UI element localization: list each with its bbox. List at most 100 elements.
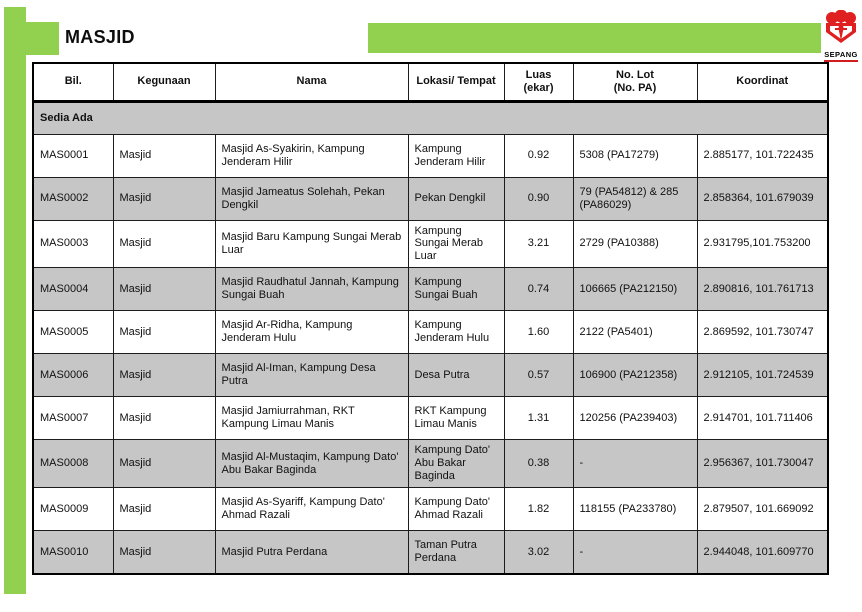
cell-luas: 0.38 — [503, 439, 574, 489]
table-row: MAS0006 Masjid Masjid Al-Iman, Kampung D… — [32, 353, 829, 398]
table-row: MAS0004 Masjid Masjid Raudhatul Jannah, … — [32, 267, 829, 312]
cell-nama: Masjid Ar-Ridha, Kampung Jenderam Hulu — [214, 310, 409, 355]
cell-kegunaan: Masjid — [112, 219, 216, 269]
cell-koordinat: 2.879507, 101.669092 — [696, 487, 829, 532]
cell-lot: 118155 (PA233780) — [572, 487, 698, 532]
cell-lot: - — [572, 530, 698, 575]
cell-kegunaan: Masjid — [112, 487, 216, 532]
cell-koordinat: 2.869592, 101.730747 — [696, 310, 829, 355]
cell-luas: 0.74 — [503, 267, 574, 312]
cell-lokasi: Taman Putra Perdana — [407, 530, 505, 575]
table-row: MAS0002 Masjid Masjid Jameatus Solehah, … — [32, 176, 829, 221]
cell-lokasi: Desa Putra — [407, 353, 505, 398]
cell-lot: 120256 (PA239403) — [572, 396, 698, 441]
left-accent-tab — [26, 22, 59, 55]
masjid-table: Bil. Kegunaan Nama Lokasi/ Tempat Luas (… — [32, 62, 829, 575]
cell-nama: Masjid Jameatus Solehah, Pekan Dengkil — [214, 176, 409, 221]
cell-nama: Masjid Putra Perdana — [214, 530, 409, 575]
cell-bil: MAS0008 — [32, 439, 114, 489]
table-row: MAS0005 Masjid Masjid Ar-Ridha, Kampung … — [32, 310, 829, 355]
table-row: MAS0009 Masjid Masjid As-Syariff, Kampun… — [32, 487, 829, 532]
cell-lot: 5308 (PA17279) — [572, 133, 698, 178]
cell-luas: 1.31 — [503, 396, 574, 441]
cell-bil: MAS0010 — [32, 530, 114, 575]
cell-luas: 0.92 — [503, 133, 574, 178]
cell-nama: Masjid As-Syariff, Kampung Dato' Ahmad R… — [214, 487, 409, 532]
table-row: MAS0003 Masjid Masjid Baru Kampung Sunga… — [32, 219, 829, 269]
cell-luas: 3.02 — [503, 530, 574, 575]
cell-bil: MAS0007 — [32, 396, 114, 441]
cell-lot: 2729 (PA10388) — [572, 219, 698, 269]
cell-koordinat: 2.912105, 101.724539 — [696, 353, 829, 398]
sepang-logo-label: SEPANG — [824, 50, 858, 59]
cell-lokasi: Kampung Sungai Merab Luar — [407, 219, 505, 269]
cell-lokasi: RKT Kampung Limau Manis — [407, 396, 505, 441]
sepang-emblem-icon — [824, 9, 858, 48]
table-row: MAS0008 Masjid Masjid Al-Mustaqim, Kampu… — [32, 439, 829, 489]
sepang-logo-subline — [824, 60, 858, 62]
page-title: MASJID — [65, 27, 135, 47]
top-accent-bar — [368, 23, 821, 53]
cell-luas: 0.57 — [503, 353, 574, 398]
cell-bil: MAS0004 — [32, 267, 114, 312]
header-row: Bil. Kegunaan Nama Lokasi/ Tempat Luas (… — [32, 62, 829, 103]
cell-koordinat: 2.858364, 101.679039 — [696, 176, 829, 221]
cell-kegunaan: Masjid — [112, 353, 216, 398]
cell-nama: Masjid Raudhatul Jannah, Kampung Sungai … — [214, 267, 409, 312]
cell-bil: MAS0001 — [32, 133, 114, 178]
cell-luas: 0.90 — [503, 176, 574, 221]
cell-bil: MAS0005 — [32, 310, 114, 355]
cell-luas: 1.82 — [503, 487, 574, 532]
cell-koordinat: 2.890816, 101.761713 — [696, 267, 829, 312]
col-header-lot: No. Lot (No. PA) — [572, 62, 698, 103]
cell-luas: 1.60 — [503, 310, 574, 355]
cell-lokasi: Kampung Sungai Buah — [407, 267, 505, 312]
section-header-row: Sedia Ada — [32, 100, 829, 135]
col-header-nama: Nama — [214, 62, 409, 103]
cell-kegunaan: Masjid — [112, 267, 216, 312]
cell-lokasi: Kampung Jenderam Hilir — [407, 133, 505, 178]
cell-kegunaan: Masjid — [112, 310, 216, 355]
masjid-table-container: Bil. Kegunaan Nama Lokasi/ Tempat Luas (… — [32, 62, 829, 575]
col-header-luas: Luas (ekar) — [503, 62, 574, 103]
table-row: MAS0001 Masjid Masjid As-Syakirin, Kampu… — [32, 133, 829, 178]
cell-luas: 3.21 — [503, 219, 574, 269]
cell-lot: 2122 (PA5401) — [572, 310, 698, 355]
cell-lokasi: Kampung Jenderam Hulu — [407, 310, 505, 355]
sepang-logo: SEPANG — [823, 9, 859, 62]
cell-koordinat: 2.914701, 101.711406 — [696, 396, 829, 441]
cell-lokasi: Kampung Dato' Ahmad Razali — [407, 487, 505, 532]
cell-koordinat: 2.956367, 101.730047 — [696, 439, 829, 489]
cell-nama: Masjid Al-Mustaqim, Kampung Dato' Abu Ba… — [214, 439, 409, 489]
cell-kegunaan: Masjid — [112, 133, 216, 178]
col-header-kegunaan: Kegunaan — [112, 62, 216, 103]
table-row: MAS0010 Masjid Masjid Putra Perdana Tama… — [32, 530, 829, 575]
cell-bil: MAS0002 — [32, 176, 114, 221]
cell-koordinat: 2.885177, 101.722435 — [696, 133, 829, 178]
cell-lot: - — [572, 439, 698, 489]
col-header-bil: Bil. — [32, 62, 114, 103]
cell-nama: Masjid Baru Kampung Sungai Merab Luar — [214, 219, 409, 269]
section-header-label: Sedia Ada — [32, 100, 829, 135]
cell-koordinat: 2.944048, 101.609770 — [696, 530, 829, 575]
cell-kegunaan: Masjid — [112, 439, 216, 489]
cell-kegunaan: Masjid — [112, 530, 216, 575]
col-header-koordinat: Koordinat — [696, 62, 829, 103]
cell-lot: 106900 (PA212358) — [572, 353, 698, 398]
cell-lot: 79 (PA54812) & 285 (PA86029) — [572, 176, 698, 221]
cell-lokasi: Kampung Dato' Abu Bakar Baginda — [407, 439, 505, 489]
cell-bil: MAS0003 — [32, 219, 114, 269]
cell-lokasi: Pekan Dengkil — [407, 176, 505, 221]
left-accent-bar — [4, 7, 26, 594]
cell-nama: Masjid As-Syakirin, Kampung Jenderam Hil… — [214, 133, 409, 178]
cell-kegunaan: Masjid — [112, 176, 216, 221]
cell-bil: MAS0006 — [32, 353, 114, 398]
cell-lot: 106665 (PA212150) — [572, 267, 698, 312]
cell-nama: Masjid Al-Iman, Kampung Desa Putra — [214, 353, 409, 398]
cell-koordinat: 2.931795,101.753200 — [696, 219, 829, 269]
cell-bil: MAS0009 — [32, 487, 114, 532]
col-header-lokasi: Lokasi/ Tempat — [407, 62, 505, 103]
cell-nama: Masjid Jamiurrahman, RKT Kampung Limau M… — [214, 396, 409, 441]
table-row: MAS0007 Masjid Masjid Jamiurrahman, RKT … — [32, 396, 829, 441]
